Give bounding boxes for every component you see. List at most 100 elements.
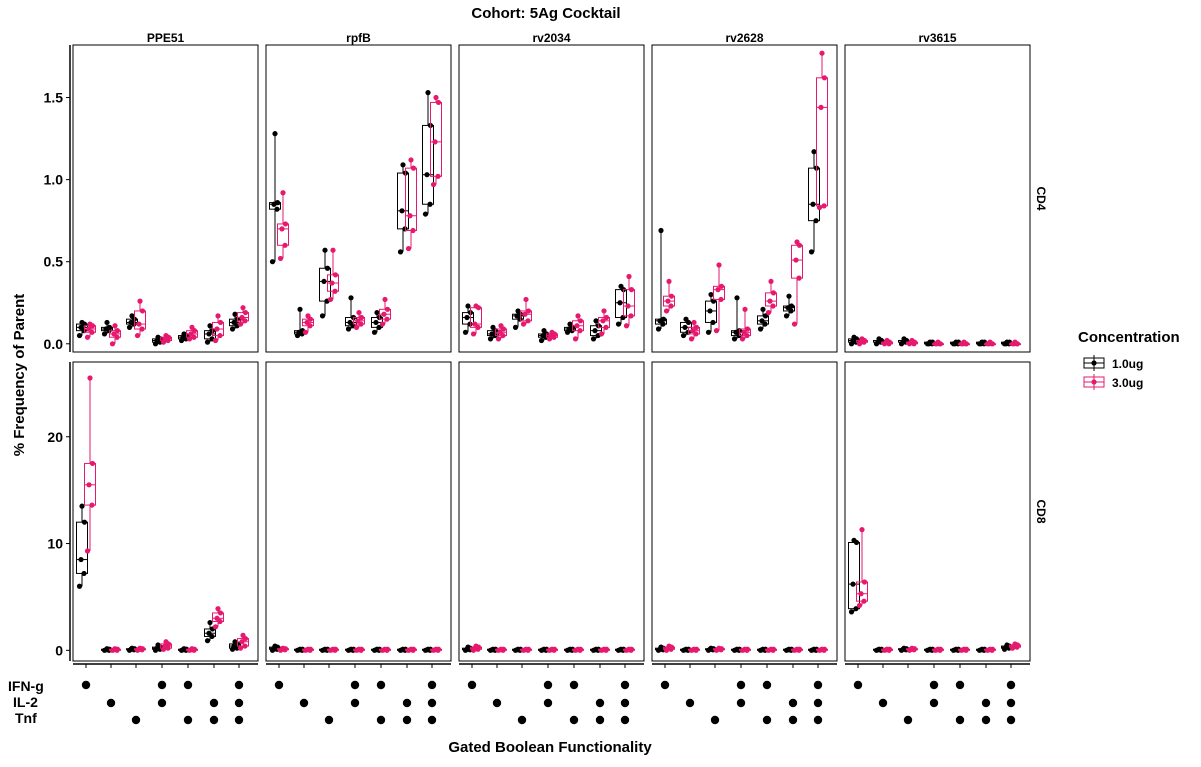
box-3-0ug-cd8-rv2034-5: [572, 646, 584, 653]
x-axis-label: Gated Boolean Functionality: [448, 739, 652, 756]
data-point: [433, 646, 439, 652]
data-point: [181, 331, 187, 337]
box-1-0ug-cd8-rv2628-7: [808, 646, 820, 653]
box-3-0ug-cd8-rv2034-7: [623, 646, 635, 653]
dot-row-label-ifn-g: IFN-g: [8, 678, 44, 694]
data-point: [690, 328, 696, 334]
data-point: [114, 328, 121, 334]
data-point: [658, 644, 664, 650]
box-iqr: [405, 167, 417, 232]
data-point: [229, 326, 236, 332]
data-point: [767, 298, 773, 304]
box-3-0ug-cd8-rpfb-5: [379, 646, 391, 653]
box-3-0ug-cd8-ppe51-1: [84, 375, 96, 554]
data-point: [397, 249, 404, 255]
box-3-0ug-cd4-rv2628-7: [816, 50, 828, 211]
data-point: [742, 306, 748, 312]
data-point: [272, 131, 278, 137]
box-3-0ug-cd4-ppe51-6: [212, 313, 224, 344]
panel-frame-cd4-rv2628: [651, 44, 838, 353]
data-point: [682, 324, 688, 330]
combination-dot-ifn-g: [427, 680, 437, 690]
combination-dot-il-2: [402, 698, 412, 708]
combination-dot-ifn-g: [543, 680, 553, 690]
data-point: [859, 336, 865, 342]
data-point: [81, 519, 88, 525]
box-3-0ug-cd4-rv3615-7: [1009, 339, 1021, 347]
data-point: [204, 339, 211, 345]
box-3-0ug-cd4-ppe51-2: [109, 323, 121, 347]
box-3-0ug-cd8-ppe51-5: [186, 646, 198, 653]
combination-dot-il-2: [350, 698, 360, 708]
data-point: [655, 326, 662, 332]
data-point: [329, 280, 335, 286]
data-point: [901, 336, 907, 342]
box-3-0ug-cd4-rv3615-3: [906, 337, 918, 347]
data-point: [475, 324, 481, 330]
data-point: [909, 645, 915, 651]
legend-item-1-0ug: 1.0ug: [1083, 355, 1143, 371]
combination-dot-ifn-g: [183, 680, 193, 690]
data-point: [592, 328, 598, 334]
box-3-0ug-cd4-rpfb-4: [353, 309, 365, 330]
data-point: [575, 313, 581, 319]
combination-dot-ifn-g: [376, 680, 386, 690]
data-point: [465, 644, 471, 650]
box-3-0ug-cd4-rv2034-3: [520, 296, 532, 327]
box-1-0ug-cd4-ppe51-7: [229, 311, 241, 332]
data-point: [112, 646, 118, 652]
box-3-0ug-cd8-rpfb-6: [405, 646, 417, 653]
data-point: [819, 646, 825, 652]
data-point: [427, 201, 433, 207]
data-point: [731, 336, 738, 342]
box-1-0ug-cd8-ppe51-6: [204, 619, 216, 644]
data-point: [935, 646, 941, 652]
data-point: [330, 247, 336, 253]
data-point: [626, 646, 632, 652]
panel-frame-cd8-rv2628: [651, 361, 838, 662]
data-point: [961, 339, 967, 345]
panel-frame-cd4-ppe51: [72, 44, 259, 353]
panel-frame-cd8-rv2034: [458, 361, 645, 662]
data-point: [217, 610, 224, 616]
box-1-0ug-cd4-rv3615-4: [924, 339, 936, 347]
combination-dot-tnf: [595, 715, 605, 725]
data-point: [297, 306, 303, 312]
data-point: [435, 99, 442, 106]
box-3-0ug-cd4-rv2628-6: [791, 239, 803, 327]
panel-frame-cd4-rpfb: [265, 44, 452, 353]
data-point: [86, 326, 92, 332]
box-3-0ug-cd8-rpfb-4: [353, 646, 365, 653]
data-point: [515, 646, 521, 652]
facet-label-ppe51: PPE51: [147, 31, 185, 45]
box-3-0ug-cd8-rv3615-5: [958, 646, 970, 653]
data-point: [376, 324, 382, 330]
data-point: [332, 272, 339, 278]
data-point: [909, 337, 915, 344]
box-3-0ug-cd4-rv3615-5: [958, 339, 970, 347]
data-point: [217, 332, 223, 339]
data-point: [274, 206, 280, 212]
combination-dot-il-2: [620, 698, 630, 708]
data-point: [575, 646, 581, 652]
data-point: [489, 331, 495, 337]
data-point: [615, 321, 622, 327]
combination-dot-tnf: [710, 715, 720, 725]
data-point: [473, 643, 479, 649]
data-point: [757, 326, 764, 332]
data-point: [768, 278, 774, 285]
combination-dot-il-2: [106, 698, 116, 708]
data-point: [618, 646, 624, 652]
box-3-0ug-cd4-rv2628-3: [713, 262, 725, 334]
data-point: [89, 329, 95, 335]
data-point: [490, 646, 496, 652]
data-point: [708, 645, 714, 651]
data-point: [274, 200, 281, 206]
combination-dot-tnf: [376, 715, 386, 725]
data-point: [808, 249, 815, 255]
data-point: [405, 245, 412, 252]
combination-dot-tnf: [981, 715, 991, 725]
data-point: [231, 319, 237, 326]
box-iqr: [808, 167, 820, 222]
data-point: [628, 287, 635, 293]
